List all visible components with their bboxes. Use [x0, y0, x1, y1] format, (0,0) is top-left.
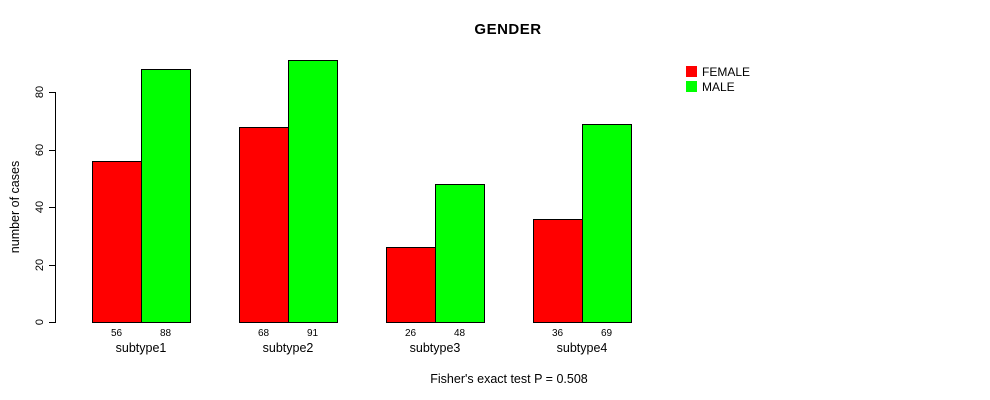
- bar-value-label: 36: [551, 328, 564, 339]
- y-tick-label: 0: [34, 318, 46, 326]
- chart-title: GENDER: [474, 21, 542, 38]
- bar-male-subtype1: [141, 69, 191, 323]
- y-tick-label: 80: [34, 85, 46, 99]
- legend-swatch-female: [686, 66, 697, 77]
- bar-male-subtype2: [288, 60, 338, 323]
- bar-female-subtype3: [386, 247, 436, 323]
- bar-value-label: 26: [404, 328, 417, 339]
- legend-item-male: MALE: [686, 79, 750, 94]
- bar-value-label: 69: [600, 328, 613, 339]
- legend-label: FEMALE: [702, 64, 751, 79]
- y-tick-mark: [49, 149, 55, 151]
- legend-item-female: FEMALE: [686, 64, 750, 79]
- y-axis-label: number of cases: [8, 160, 22, 254]
- y-tick-label: 40: [34, 200, 46, 214]
- y-tick-mark: [49, 92, 55, 93]
- y-tick-mark: [49, 264, 55, 266]
- category-label-subtype4: subtype4: [556, 341, 608, 355]
- legend-swatch-male: [686, 81, 697, 92]
- legend: FEMALE MALE: [686, 64, 750, 94]
- bar-value-label: 48: [453, 328, 466, 339]
- y-tick-mark: [49, 207, 55, 208]
- bar-female-subtype1: [92, 161, 142, 323]
- legend-label: MALE: [702, 79, 735, 94]
- stat-test-annotation: Fisher's exact test P = 0.508: [430, 372, 588, 386]
- bar-value-label: 91: [306, 328, 319, 339]
- category-label-subtype1: subtype1: [115, 341, 167, 355]
- bar-male-subtype3: [435, 184, 485, 323]
- category-label-subtype3: subtype3: [409, 341, 461, 355]
- category-label-subtype2: subtype2: [262, 341, 314, 355]
- bar-male-subtype4: [582, 123, 632, 323]
- bar-value-label: 68: [257, 328, 270, 339]
- y-tick-mark: [49, 322, 55, 323]
- y-tick-label: 20: [34, 258, 46, 271]
- bar-value-label: 88: [159, 328, 172, 339]
- bar-female-subtype2: [239, 126, 289, 323]
- bar-value-label: 56: [110, 328, 123, 339]
- y-axis-line: [55, 92, 56, 323]
- y-tick-label: 60: [34, 143, 46, 156]
- bar-female-subtype4: [533, 218, 583, 323]
